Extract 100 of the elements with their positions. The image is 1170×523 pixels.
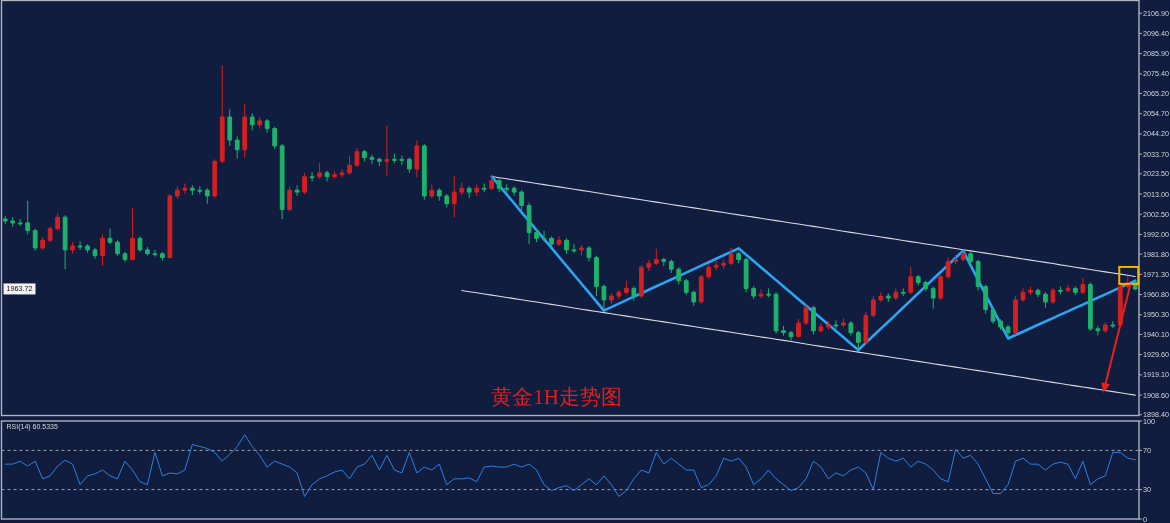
candlestick (549, 235, 554, 249)
candlestick (541, 230, 547, 242)
candlestick (1080, 277, 1086, 295)
candlestick (115, 239, 120, 257)
candlestick (1117, 282, 1123, 328)
candlestick (496, 178, 502, 193)
candlestick (811, 305, 816, 336)
candlestick (421, 143, 427, 201)
candlestick (1050, 286, 1056, 305)
candlestick (197, 185, 203, 195)
candlestick (369, 154, 375, 165)
candlestick (122, 251, 128, 263)
candlestick (571, 243, 577, 254)
candlestick (1073, 285, 1078, 296)
candlestick (174, 185, 180, 200)
candlestick (773, 291, 779, 335)
candlestick (594, 255, 599, 297)
candlestick (466, 185, 472, 199)
candlestick (908, 266, 914, 295)
candlestick (204, 187, 210, 205)
candlestick (788, 330, 794, 342)
candlestick (998, 318, 1003, 331)
candlestick (968, 251, 973, 266)
candlestick (294, 184, 300, 197)
candlestick (676, 266, 682, 286)
candlestick (414, 140, 420, 178)
candlestick (923, 280, 929, 292)
candlestick (826, 320, 831, 331)
candlestick (47, 226, 53, 243)
candlestick (870, 295, 876, 318)
candlestick (1102, 321, 1108, 334)
candlestick (713, 260, 719, 271)
candlestick (1005, 324, 1011, 339)
candlestick (489, 175, 495, 191)
candlestick (130, 207, 135, 261)
candlestick (953, 254, 959, 265)
candlestick (900, 287, 906, 297)
candlestick (384, 124, 390, 177)
candlestick (631, 285, 637, 302)
candlestick (938, 274, 944, 301)
candlestick (983, 284, 988, 314)
candlestick (638, 264, 644, 299)
candlestick (706, 263, 712, 280)
candlestick (863, 311, 869, 345)
candlestick (362, 149, 367, 162)
candlestick (743, 257, 749, 293)
candlestick (624, 280, 629, 295)
candlestick (609, 292, 614, 305)
candlestick (2, 215, 8, 225)
candlestick (683, 278, 689, 296)
candlestick (661, 257, 667, 267)
candlestick (766, 287, 771, 298)
candlestick (990, 307, 996, 325)
candlestick (347, 155, 352, 176)
candlestick (474, 183, 480, 197)
candlestick (189, 184, 195, 196)
candlestick (1028, 285, 1033, 296)
candlestick (257, 116, 263, 130)
candlestick (930, 285, 936, 310)
candlestick (616, 289, 622, 300)
candlestick (264, 118, 270, 133)
candlestick (182, 182, 188, 195)
candlestick (392, 153, 397, 164)
candlestick (893, 287, 899, 301)
candlestick (1035, 287, 1041, 298)
candlestick (1087, 282, 1093, 332)
candlestick (1058, 285, 1063, 295)
candlestick (848, 320, 854, 337)
candlestick (10, 216, 16, 228)
candlestick (556, 235, 562, 247)
candlestick (40, 236, 46, 251)
candlestick (818, 322, 824, 334)
candlestick (803, 303, 809, 326)
candlestick (586, 245, 592, 262)
candlestick (249, 112, 255, 131)
candlestick (137, 235, 143, 253)
candlestick (339, 168, 345, 179)
candlestick (32, 228, 38, 252)
candlestick (601, 284, 607, 310)
candlestick (698, 274, 704, 305)
candlestick (526, 202, 532, 245)
candlestick (960, 250, 966, 262)
candlestick (309, 171, 315, 183)
candlestick (1013, 295, 1018, 336)
candlestick (646, 259, 652, 272)
candlestick (302, 172, 307, 195)
candlestick (332, 170, 337, 180)
candlestick (781, 325, 786, 337)
candlestick (915, 274, 921, 287)
candlestick (242, 103, 248, 159)
candlestick (234, 135, 240, 160)
candlestick (1095, 325, 1101, 337)
candlestick (219, 65, 225, 164)
candlestick (317, 162, 322, 180)
candlestick (212, 158, 218, 199)
candlestick (459, 181, 465, 196)
candlestick (833, 319, 839, 330)
candlestick (564, 237, 569, 255)
candlestick (945, 257, 951, 280)
candlestick (885, 292, 891, 303)
